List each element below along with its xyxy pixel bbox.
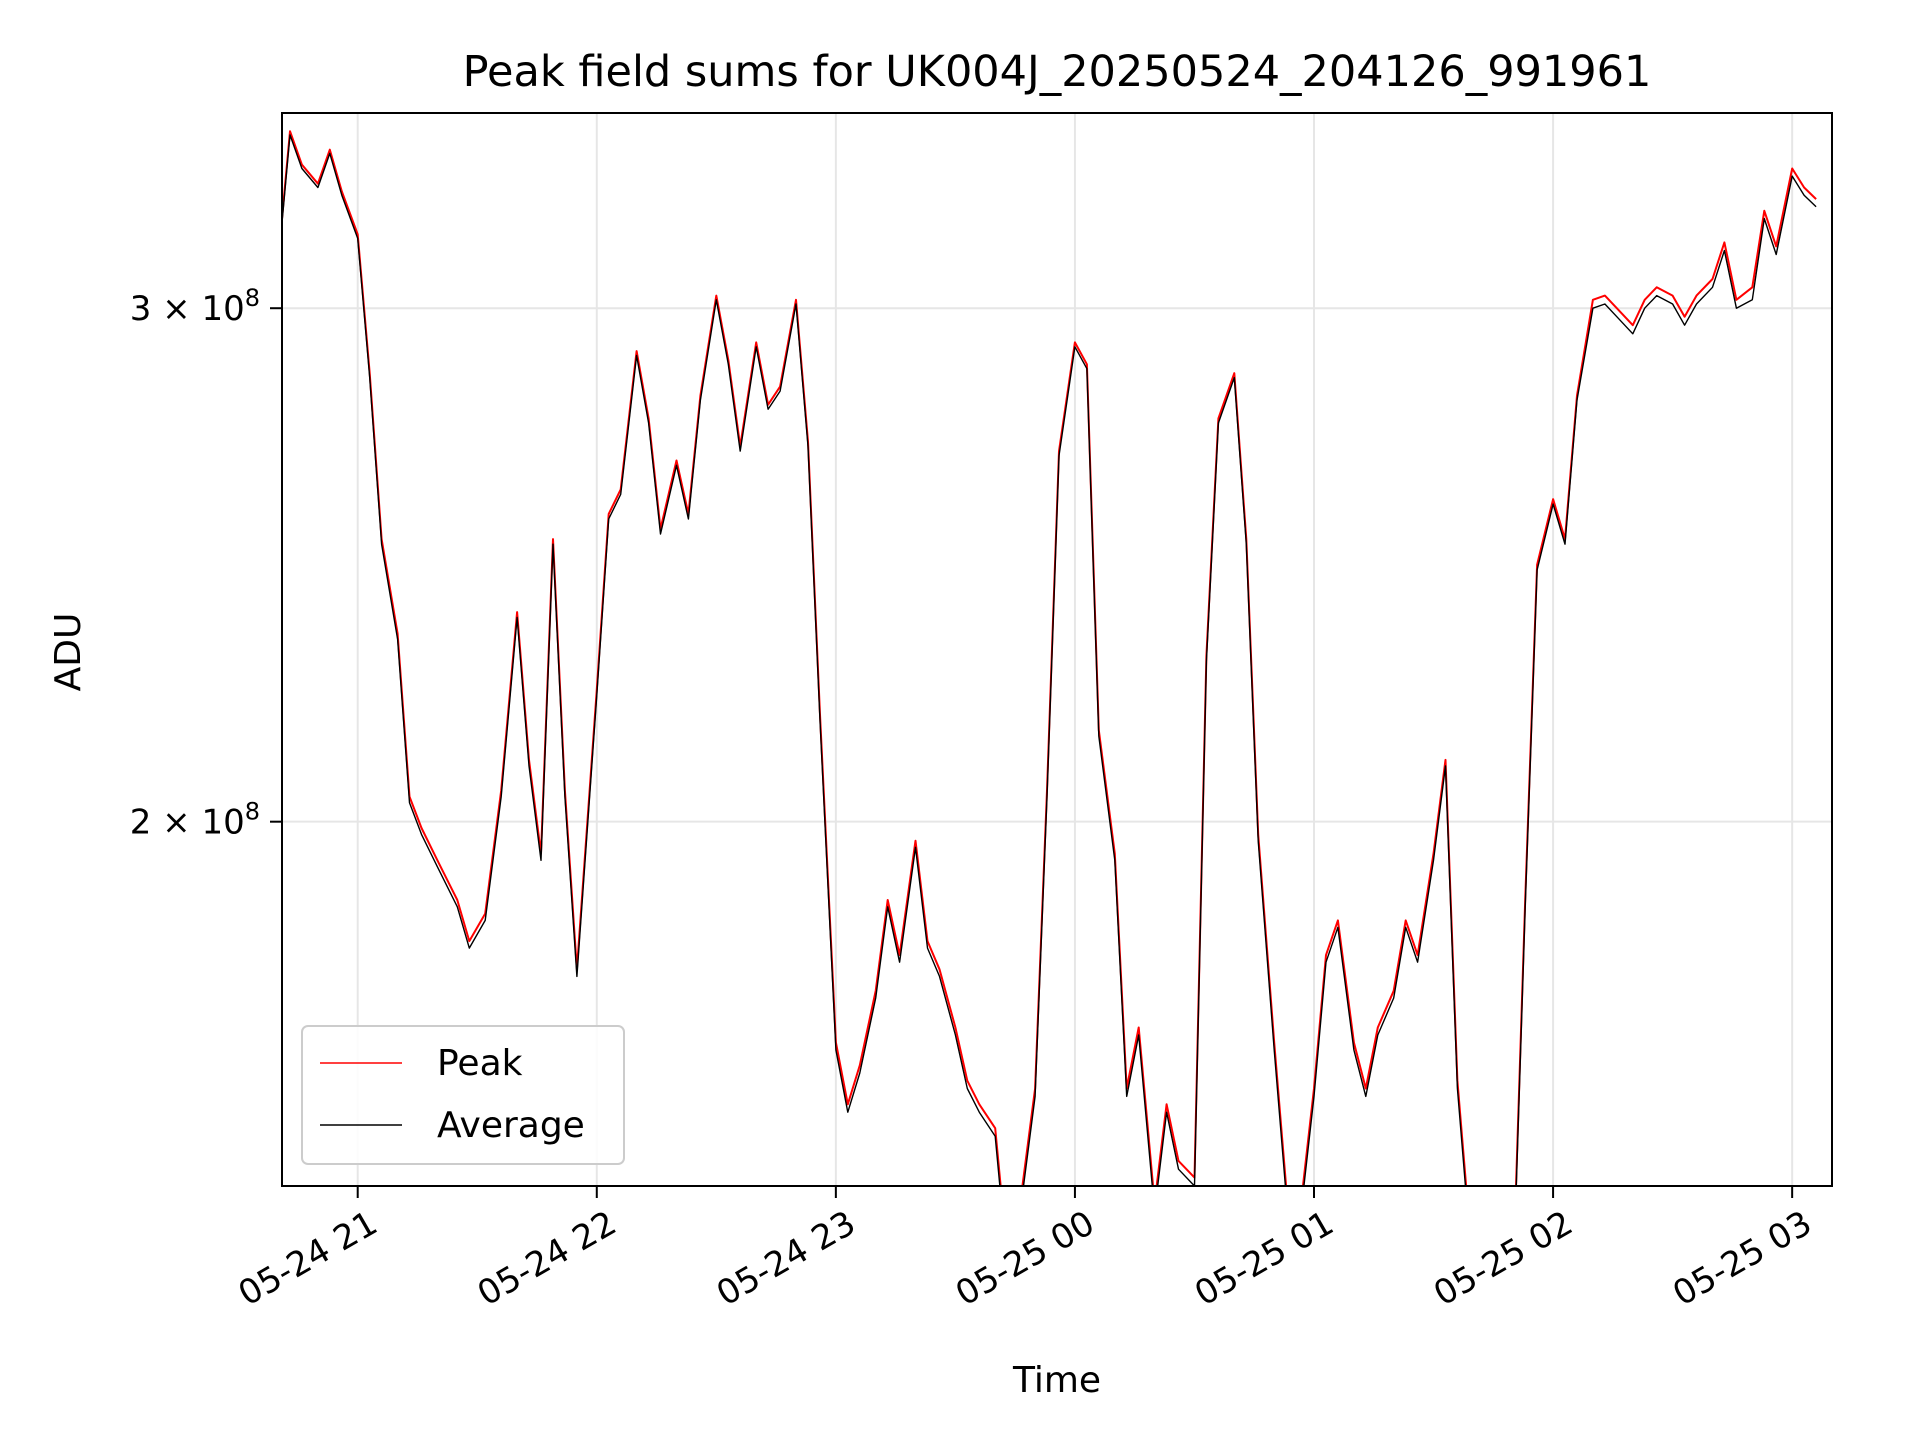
y-tick-label: 2 × 108	[130, 798, 260, 843]
legend-label-average: Average	[437, 1105, 585, 1146]
grid	[282, 113, 1832, 1186]
y-tick-label: 3 × 108	[130, 284, 260, 329]
plot-frame	[281, 112, 1833, 1187]
series-layer	[282, 130, 1817, 1186]
x-axis-label: Time	[1012, 1360, 1101, 1401]
y-axis: 2 × 108 3 × 108	[130, 284, 282, 843]
chart-title: Peak field sums for UK004J_20250524_2041…	[463, 47, 1652, 97]
legend-label-peak: Peak	[437, 1043, 523, 1084]
legend-box	[301, 1025, 625, 1165]
series-line-average	[282, 134, 1817, 1186]
legend: Peak Average	[301, 1025, 625, 1165]
y-axis-label: ADU	[48, 613, 89, 692]
